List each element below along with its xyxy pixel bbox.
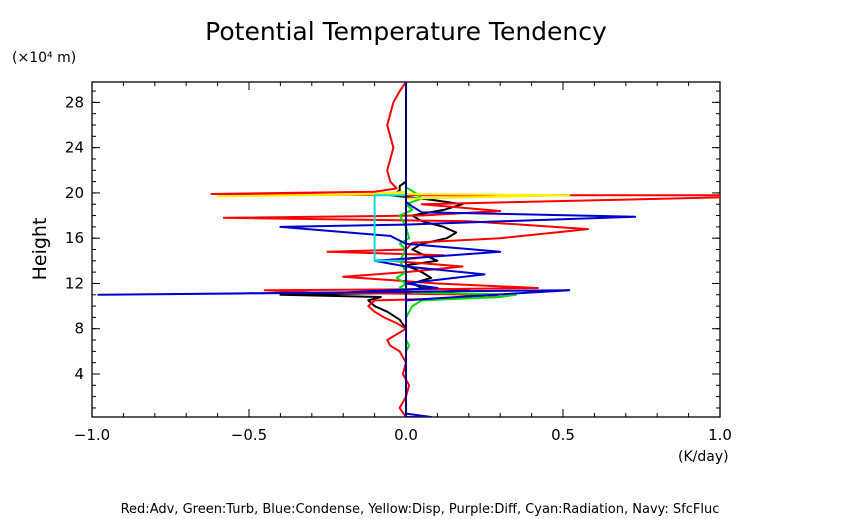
- x-unit-label: (K/day): [678, 449, 729, 465]
- x-tick-label: 1.0: [708, 426, 732, 444]
- y-axis-label: Height: [29, 218, 51, 281]
- x-tick-label: 0.0: [394, 426, 418, 444]
- axes: −1.0 −0.5 0.0 0.5 1.0 4 8 12 16 20 24 28: [65, 82, 732, 444]
- x-tick-label: 0.5: [551, 426, 575, 444]
- series-line: [97, 82, 637, 417]
- y-tick-label: 24: [65, 139, 84, 157]
- y-tick-label: 28: [65, 93, 84, 111]
- y-tick-label: 12: [65, 274, 84, 292]
- y-tick-label: 20: [65, 184, 84, 202]
- chart-title: Potential Temperature Tendency: [205, 17, 607, 46]
- y-unit-label: (×10⁴ m): [12, 50, 76, 66]
- series-line: [216, 190, 571, 200]
- data-series: [97, 82, 720, 417]
- x-tick-label: −1.0: [74, 426, 110, 444]
- y-tick-label: 4: [74, 365, 84, 383]
- series-line: [395, 82, 517, 417]
- series-line: [373, 194, 406, 262]
- x-tick-label: −0.5: [231, 426, 267, 444]
- y-tick-label: 8: [74, 320, 84, 338]
- series-group: [97, 82, 720, 417]
- y-tick-label: 16: [65, 229, 84, 247]
- footer-legend: Red:Adv, Green:Turb, Blue:Condense, Yell…: [121, 502, 720, 517]
